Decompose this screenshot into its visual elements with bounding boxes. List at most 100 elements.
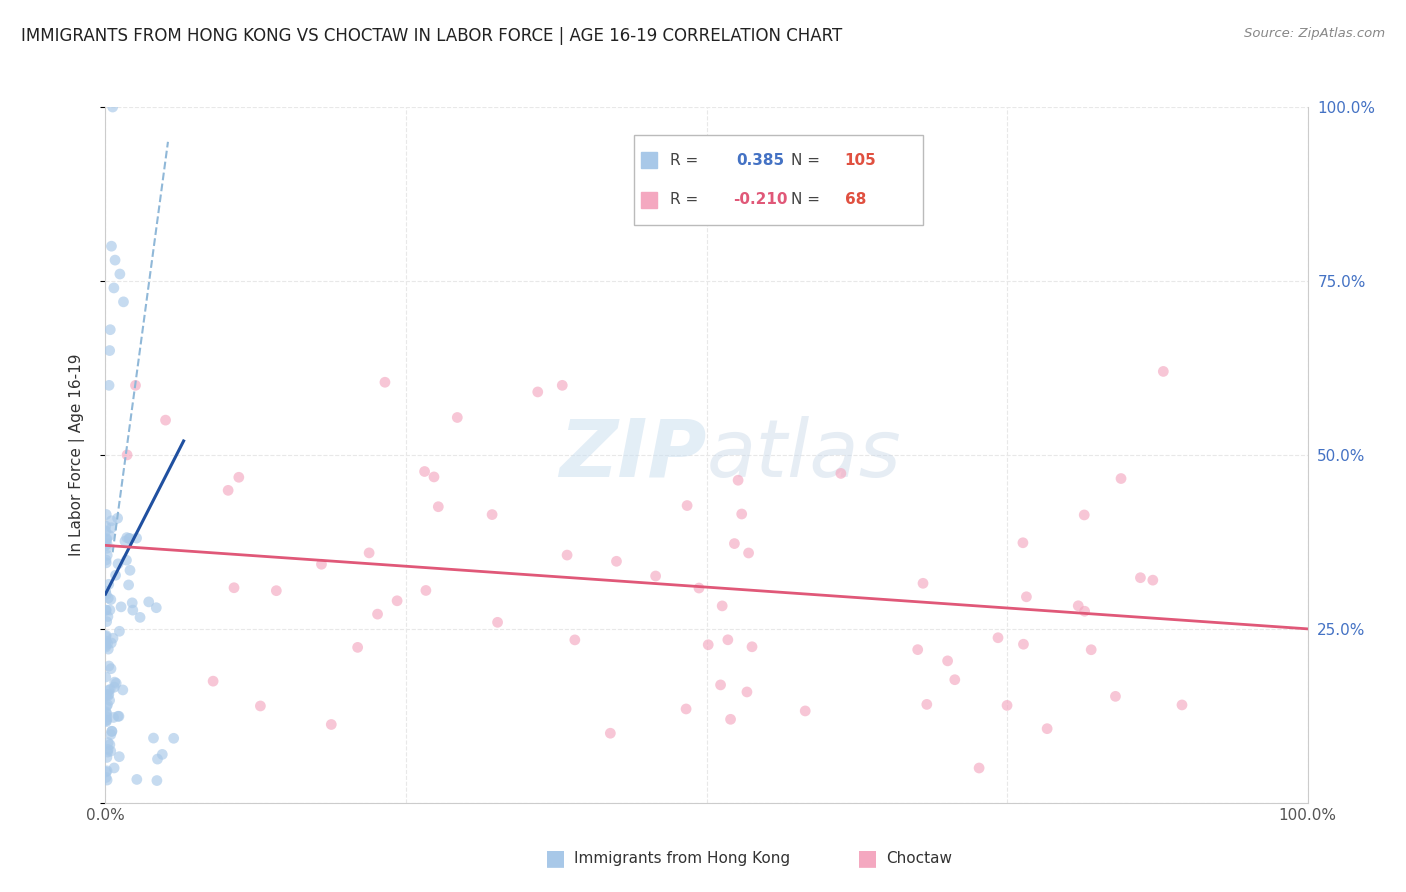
Point — [266, 583, 288, 598]
Text: N =: N = — [790, 193, 824, 208]
Point — [1129, 571, 1152, 585]
Point — [97, 683, 120, 698]
Point — [717, 632, 740, 647]
Point — [551, 378, 574, 392]
Point — [915, 698, 938, 712]
Point — [98, 323, 121, 337]
Point — [101, 631, 124, 645]
Point — [121, 596, 143, 610]
Point — [124, 378, 146, 392]
Point — [138, 595, 160, 609]
Point — [107, 709, 129, 723]
Point — [96, 629, 118, 643]
Point — [96, 713, 118, 727]
Point — [731, 507, 754, 521]
Point — [96, 556, 118, 570]
Point — [385, 594, 408, 608]
Point — [115, 448, 138, 462]
Point — [98, 682, 121, 697]
Point — [98, 603, 121, 617]
Point — [1067, 599, 1090, 613]
Text: atlas: atlas — [707, 416, 901, 494]
Point — [94, 584, 117, 599]
Point — [94, 630, 117, 644]
Point — [118, 532, 141, 546]
Point — [794, 704, 817, 718]
Point — [96, 714, 118, 729]
Text: Choctaw: Choctaw — [886, 851, 952, 865]
Point — [741, 640, 763, 654]
Point — [367, 607, 389, 621]
Point — [110, 599, 132, 614]
Point — [96, 698, 118, 712]
Point — [96, 541, 118, 556]
Point — [98, 378, 121, 392]
Point — [101, 724, 124, 739]
Text: 68: 68 — [845, 193, 866, 208]
Y-axis label: In Labor Force | Age 16-19: In Labor Force | Age 16-19 — [69, 353, 84, 557]
Point — [117, 578, 139, 592]
Text: -0.210: -0.210 — [733, 193, 787, 208]
Point — [94, 524, 117, 538]
Point — [936, 654, 959, 668]
Point — [1171, 698, 1194, 712]
Point — [94, 771, 117, 785]
Point — [555, 548, 578, 562]
Point — [96, 615, 118, 629]
Bar — [634, 135, 922, 226]
Point — [564, 632, 586, 647]
Point — [101, 100, 124, 114]
Point — [96, 764, 118, 778]
Point — [121, 603, 143, 617]
Point — [97, 577, 120, 591]
Text: ■: ■ — [858, 848, 877, 868]
Text: Immigrants from Hong Kong: Immigrants from Hong Kong — [574, 851, 790, 865]
Point — [94, 640, 117, 654]
Point — [100, 521, 122, 535]
Point — [605, 554, 627, 568]
Point — [526, 384, 548, 399]
Point — [112, 294, 135, 309]
Point — [97, 742, 120, 756]
Point — [222, 581, 245, 595]
Text: N =: N = — [790, 153, 824, 168]
Text: R =: R = — [671, 153, 703, 168]
Text: ■: ■ — [546, 848, 565, 868]
Point — [115, 553, 138, 567]
Point — [96, 706, 118, 721]
Point — [374, 376, 396, 390]
Point — [94, 634, 117, 648]
Point — [711, 599, 734, 613]
Point — [107, 557, 129, 571]
Point — [163, 731, 186, 746]
Point — [249, 698, 271, 713]
Point — [146, 773, 169, 788]
Point — [911, 576, 934, 591]
Point — [1142, 573, 1164, 587]
Point — [94, 553, 117, 567]
Point — [907, 642, 929, 657]
Point — [96, 772, 118, 787]
Point — [97, 591, 120, 605]
Point — [96, 745, 118, 759]
Point — [96, 508, 118, 522]
Point — [97, 736, 120, 750]
Point — [644, 569, 666, 583]
Point — [103, 281, 125, 295]
Point — [118, 563, 141, 577]
Point — [101, 724, 124, 739]
Point — [96, 549, 118, 563]
Point — [96, 710, 118, 724]
Point — [103, 761, 125, 775]
Point — [676, 499, 699, 513]
Point — [943, 673, 966, 687]
Point — [94, 714, 117, 728]
Point — [98, 528, 121, 542]
Point — [737, 546, 759, 560]
Point — [103, 710, 125, 724]
Point — [100, 592, 122, 607]
Point — [96, 537, 118, 551]
Point — [96, 603, 118, 617]
Point — [697, 638, 720, 652]
Point — [97, 659, 120, 673]
